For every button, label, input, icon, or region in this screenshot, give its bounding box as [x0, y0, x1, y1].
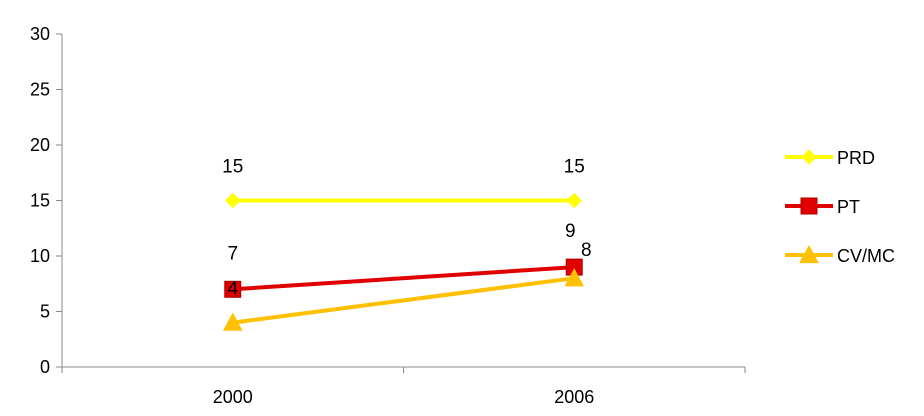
series-line-pt	[230, 265, 577, 292]
data-label: 9	[565, 221, 576, 242]
legend-label: PRD	[837, 148, 875, 168]
x-tick-label: 2000	[213, 387, 253, 407]
data-point	[564, 268, 585, 287]
data-point	[566, 192, 582, 209]
y-tick-label: 15	[30, 191, 50, 211]
data-labels: 15 15 7 9 4 8	[222, 157, 591, 300]
y-tick-label: 0	[40, 357, 50, 377]
data-point	[224, 280, 242, 298]
x-tick-label: 2006	[554, 387, 594, 407]
data-label: 4	[227, 279, 238, 300]
data-label: 8	[581, 240, 592, 261]
legend-marker	[799, 244, 819, 264]
y-tick-label: 30	[30, 24, 50, 44]
axes: 0 5 10 15 20 25 30 2000 2006	[30, 24, 746, 407]
y-tick-label: 10	[30, 246, 50, 266]
legend-label: CV/MC	[837, 246, 895, 266]
legend-marker	[801, 149, 817, 165]
y-tick-label: 20	[30, 135, 50, 155]
y-tick-label: 25	[30, 80, 50, 100]
data-point	[225, 192, 241, 209]
legend-marker	[800, 197, 818, 215]
data-label: 7	[227, 243, 238, 264]
legend: PRD PT CV/MC	[785, 148, 895, 266]
data-point	[222, 312, 243, 331]
data-label: 15	[564, 157, 585, 178]
series-line-cv-mc	[230, 276, 577, 325]
data-label: 15	[222, 157, 243, 178]
series-lines	[222, 192, 585, 331]
y-tick-label: 5	[40, 302, 50, 322]
legend-label: PT	[837, 197, 860, 217]
